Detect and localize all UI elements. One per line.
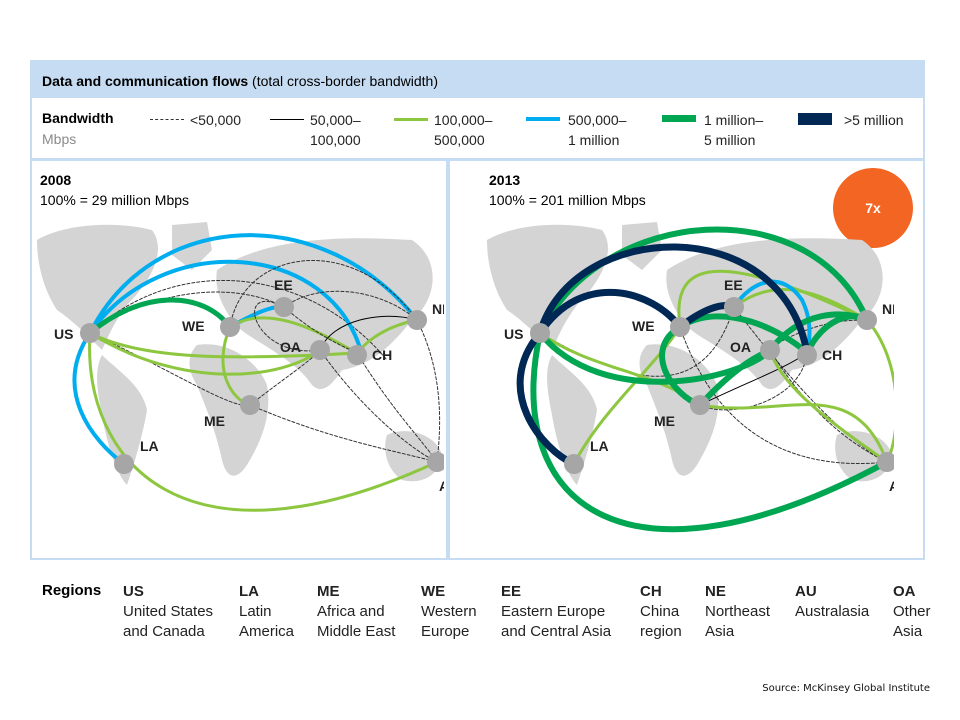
legend-item-500k-1m: 500,000– 1 million — [568, 112, 627, 148]
region-au: AU Australasia — [795, 583, 870, 620]
node-we-2013 — [670, 317, 690, 337]
svg-text:CH: CH — [822, 347, 842, 363]
node-labels-2008: US LA ME WE EE OA CH NE AU — [54, 277, 444, 494]
svg-text:AU: AU — [889, 478, 894, 494]
svg-text:NE: NE — [882, 301, 894, 317]
chart-title: Data and communication flows (total cros… — [42, 73, 439, 89]
panel-separator-top — [30, 158, 925, 161]
nodes-2008 — [80, 297, 444, 474]
legend-swatch-blue — [526, 117, 560, 121]
flows-2013 — [516, 226, 894, 533]
panel-2008-title: 2008 100% = 29 million Mbps — [40, 172, 190, 208]
node-la-2008 — [114, 454, 134, 474]
legend-swatch-thin — [270, 119, 304, 120]
growth-badge: 7x — [833, 168, 913, 248]
svg-text:EE: EE — [724, 277, 743, 293]
region-ee: EE Eastern Europe and Central Asia — [501, 583, 612, 640]
svg-text:AU: AU — [439, 478, 444, 494]
region-us: US United States and Canada — [123, 583, 214, 640]
node-us-2013 — [530, 323, 550, 343]
svg-text:CH: CH — [372, 347, 392, 363]
legend-unit: Mbps — [42, 131, 77, 147]
legend-swatch-dashed — [150, 119, 184, 120]
map-2008: US LA ME WE EE OA CH NE AU — [37, 222, 444, 512]
node-me-2013 — [690, 395, 710, 415]
legend-swatch-navy — [798, 113, 832, 125]
legend-item-1m-5m: 1 million– 5 million — [704, 112, 764, 148]
region-ne: NE Northeast Asia — [705, 583, 771, 640]
bandwidth-legend: Bandwidth Mbps <50,000 50,000– 100,000 10… — [30, 98, 925, 158]
region-ch: CH China region — [640, 583, 682, 640]
chart-header: Data and communication flows (total cros… — [30, 60, 925, 98]
svg-text:OA: OA — [280, 339, 301, 355]
node-ee-2008 — [274, 297, 294, 317]
node-ch-2008 — [347, 345, 367, 365]
node-me-2008 — [240, 395, 260, 415]
region-oa: OA Other Asia — [893, 583, 931, 640]
regions-heading: Regions — [42, 582, 102, 599]
region-we: WE Western Europe — [421, 583, 477, 640]
node-ch-2013 — [797, 345, 817, 365]
node-au-2008 — [427, 452, 444, 472]
svg-text:NE: NE — [432, 301, 444, 317]
legend-label: Bandwidth — [42, 110, 114, 126]
node-we-2008 — [220, 317, 240, 337]
panel-divider — [446, 158, 450, 560]
nodes-2013 — [530, 297, 894, 474]
svg-text:OA: OA — [730, 339, 751, 355]
legend-item-100k-500k: 100,000– 500,000 — [434, 112, 493, 148]
legend-swatch-green — [662, 115, 696, 122]
svg-text:EE: EE — [274, 277, 293, 293]
node-oa-2008 — [310, 340, 330, 360]
node-la-2013 — [564, 454, 584, 474]
node-ne-2008 — [407, 310, 427, 330]
svg-text:US: US — [504, 326, 523, 342]
svg-text:US: US — [54, 326, 73, 342]
node-ee-2013 — [724, 297, 744, 317]
legend-swatch-light-green — [394, 118, 428, 121]
node-us-2008 — [80, 323, 100, 343]
map-2013: US LA ME WE EE OA CH NE AU — [487, 222, 894, 533]
regions-key: Regions US United States and Canada LA Lati… — [30, 582, 931, 652]
svg-text:ME: ME — [204, 413, 225, 429]
source-note: Source: McKinsey Global Institute — [762, 683, 930, 694]
panel-2013-title: 2013 100% = 201 million Mbps — [489, 172, 646, 208]
world-land — [37, 222, 442, 485]
svg-text:WE: WE — [632, 318, 655, 334]
node-oa-2013 — [760, 340, 780, 360]
node-labels-2013: US LA ME WE EE OA CH NE AU — [504, 277, 894, 494]
legend-item-gt5m: >5 million — [844, 112, 904, 128]
node-ne-2013 — [857, 310, 877, 330]
legend-item-50k-100k: 50,000– 100,000 — [310, 112, 361, 148]
region-me: ME Africa and Middle East — [317, 583, 396, 640]
svg-text:WE: WE — [182, 318, 205, 334]
legend-item-lt50k: <50,000 — [190, 112, 241, 128]
node-au-2013 — [877, 452, 894, 472]
svg-text:ME: ME — [654, 413, 675, 429]
svg-text:LA: LA — [590, 438, 609, 454]
region-la: LA Latin America — [239, 583, 295, 640]
svg-text:LA: LA — [140, 438, 159, 454]
